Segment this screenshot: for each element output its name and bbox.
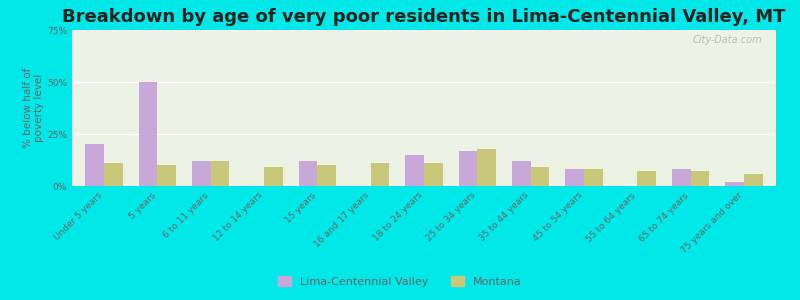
Bar: [672, 169, 690, 186]
Bar: [210, 161, 230, 186]
Bar: [744, 173, 762, 186]
Bar: [690, 171, 710, 186]
Bar: [638, 171, 656, 186]
Bar: [530, 167, 550, 186]
Bar: [512, 161, 530, 186]
Y-axis label: % below half of
poverty level: % below half of poverty level: [22, 68, 44, 148]
Bar: [478, 148, 496, 186]
Bar: [318, 165, 336, 186]
Bar: [158, 165, 176, 186]
Text: City-Data.com: City-Data.com: [692, 35, 762, 45]
Bar: [458, 151, 478, 186]
Bar: [584, 169, 602, 186]
Bar: [298, 161, 318, 186]
Bar: [138, 82, 158, 186]
Title: Breakdown by age of very poor residents in Lima-Centennial Valley, MT: Breakdown by age of very poor residents …: [62, 8, 786, 26]
Legend: Lima-Centennial Valley, Montana: Lima-Centennial Valley, Montana: [274, 272, 526, 291]
Bar: [726, 182, 744, 186]
Bar: [566, 169, 584, 186]
Bar: [406, 155, 424, 186]
Bar: [86, 144, 104, 186]
Bar: [104, 163, 122, 186]
Bar: [370, 163, 390, 186]
Bar: [424, 163, 442, 186]
Bar: [264, 167, 282, 186]
Bar: [192, 161, 210, 186]
